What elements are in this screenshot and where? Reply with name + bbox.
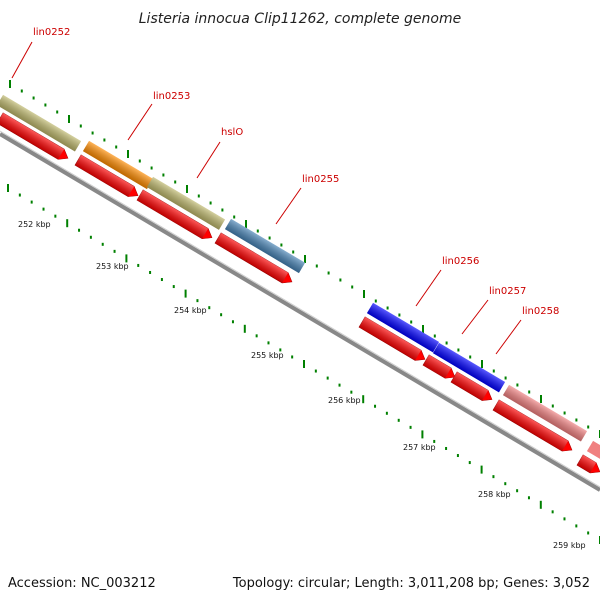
cds-arrow-shade [136, 189, 209, 239]
gene-bar-shade [0, 94, 82, 152]
map-title: Listeria innocua Clip11262, complete gen… [139, 11, 461, 27]
gene-bar-shade [224, 218, 306, 274]
cds-arrow[interactable] [492, 399, 575, 455]
cds-arrow-shade [358, 316, 422, 361]
genome-summary-text: Topology: circular; Length: 3,011,208 bp… [232, 576, 590, 591]
gene-bar-shade [432, 342, 506, 393]
kbp-label: 253 kbp [96, 262, 129, 271]
gene-bar-lin0255[interactable] [224, 218, 306, 274]
gene-bar-partial[interactable] [586, 440, 600, 462]
cds-arrow[interactable] [0, 112, 71, 164]
gene-bar-shade [146, 176, 226, 230]
cds-arrow-shade [450, 371, 489, 401]
cds-arrow[interactable] [358, 316, 428, 365]
label-leader-line [196, 141, 221, 179]
gene-label-lin0252[interactable]: lin0252 [33, 27, 70, 38]
kbp-label: 254 kbp [174, 306, 207, 315]
label-leader-line [275, 187, 302, 225]
cds-arrow-shade [576, 454, 597, 473]
gene-label-lin0255[interactable]: lin0255 [302, 174, 339, 185]
kbp-label: 258 kbp [478, 490, 511, 499]
cds-arrow[interactable] [450, 371, 495, 405]
cds-arrow-shade [422, 354, 452, 379]
gene-bar-shade [82, 140, 154, 190]
cds-arrow-shade [0, 112, 65, 160]
gene-bar-shade [502, 384, 588, 442]
cds-features [0, 112, 600, 477]
gene-features [0, 94, 600, 462]
cds-arrow-shade [214, 232, 289, 283]
cds-arrow-shade [74, 154, 135, 197]
gene-label-lin0253[interactable]: lin0253 [153, 91, 190, 102]
gene-bar-shade [366, 302, 440, 353]
gene-label-lin0256[interactable]: lin0256 [442, 256, 479, 267]
label-leader-line [495, 319, 522, 355]
gene-labels: lin0252 lin0253 hslO lin0255 lin0256 lin0257 l… [11, 27, 559, 355]
kbp-label: 257 kbp [403, 443, 436, 452]
kbp-label: 256 kbp [328, 396, 361, 405]
cds-arrow[interactable] [136, 189, 215, 243]
gene-label-lin0257[interactable]: lin0257 [489, 286, 526, 297]
gene-bar-lin0258[interactable] [502, 384, 588, 442]
kbp-labels: 252 kbp 253 kbp 254 kbp 255 kbp 256 kbp 257 k… [18, 220, 586, 550]
gene-bar-lin0256[interactable] [366, 302, 440, 353]
kbp-label: 259 kbp [553, 541, 586, 550]
tick-marks [7, 80, 600, 544]
cds-arrow[interactable] [422, 354, 458, 383]
backbone-highlight [0, 130, 600, 488]
gene-bar-lin0252[interactable] [0, 94, 82, 152]
label-leader-line [11, 41, 33, 79]
cds-arrow[interactable] [74, 154, 141, 201]
cds-arrow-shade [492, 399, 569, 452]
cds-arrow[interactable] [576, 454, 600, 477]
accession-text: Accession: NC_003212 [8, 576, 156, 591]
label-leader-line [127, 103, 153, 141]
gene-bar-lin0257[interactable] [432, 342, 506, 393]
gene-bar-fill [586, 440, 600, 462]
kbp-label: 252 kbp [18, 220, 51, 229]
label-leader-line [461, 299, 489, 335]
cds-arrow[interactable] [214, 232, 295, 287]
kbp-label: 255 kbp [251, 351, 284, 360]
gene-label-lin0258[interactable]: lin0258 [522, 306, 559, 317]
gene-bar-lin0253[interactable] [82, 140, 154, 190]
label-leader-line [415, 269, 442, 307]
gene-bar-hslo[interactable] [146, 176, 226, 230]
backbone-line [0, 132, 600, 492]
gene-label-hslo[interactable]: hslO [221, 127, 243, 138]
